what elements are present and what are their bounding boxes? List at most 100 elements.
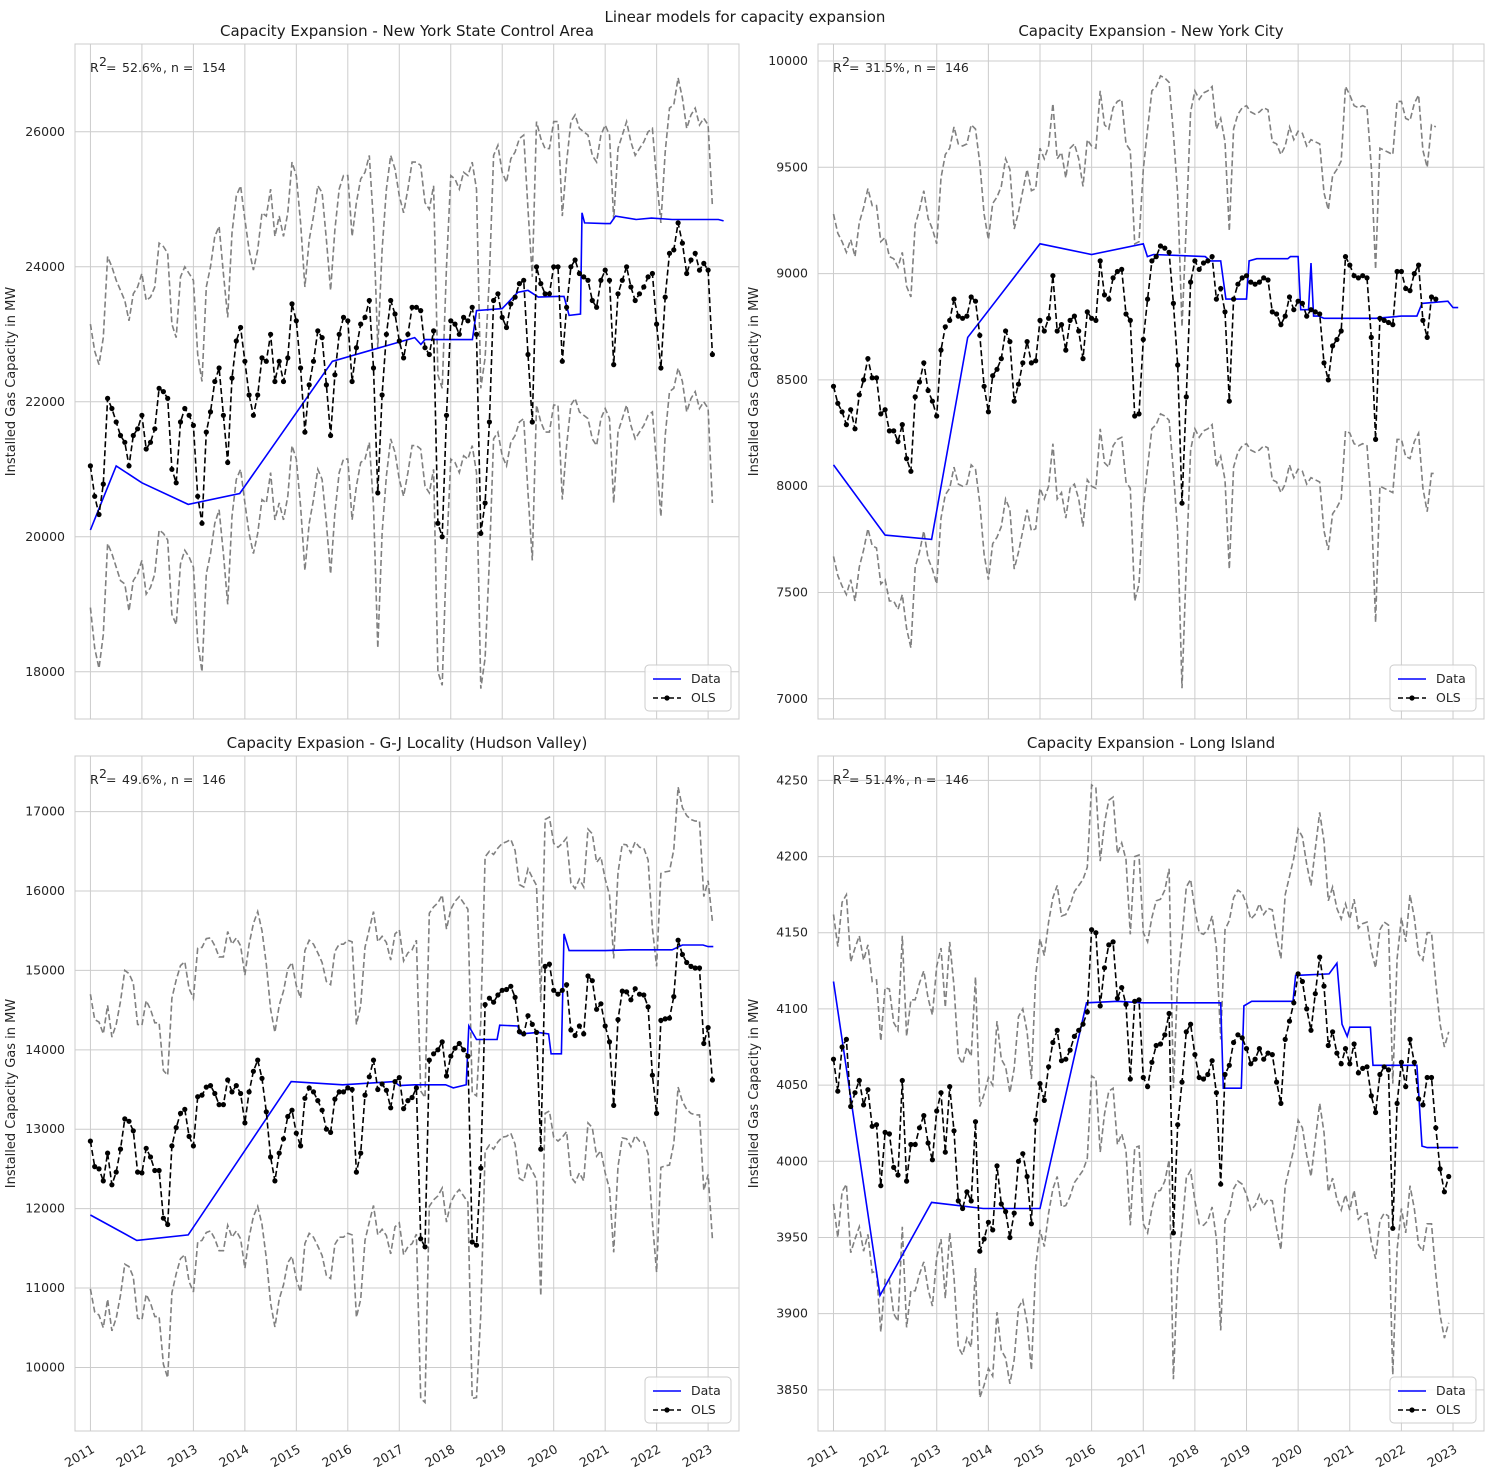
ols-point: [413, 1085, 419, 1091]
ols-point: [310, 358, 317, 364]
ols-point: [439, 1039, 445, 1045]
x-tick-label: 2021: [1321, 1441, 1356, 1470]
ols-point: [1205, 258, 1211, 264]
ols-point: [581, 1031, 587, 1037]
ols-point: [1046, 315, 1052, 321]
ols-point: [1063, 1056, 1069, 1062]
ols-point: [439, 534, 445, 540]
ols-point: [259, 355, 265, 361]
ols-point: [675, 220, 681, 226]
ols-point: [1420, 1102, 1426, 1108]
ols-point: [345, 1085, 351, 1091]
y-tick-label: 15000: [25, 962, 65, 977]
ols-point: [1007, 1234, 1013, 1241]
subplot: Capacity Expansion - Long Island 3850 3900…: [747, 734, 1485, 1470]
y-tick-label: 10000: [768, 53, 808, 68]
ols-point: [426, 1057, 432, 1063]
r2-label: R: [833, 60, 842, 75]
ols-point: [990, 1227, 996, 1233]
ols-point: [370, 1057, 377, 1063]
ols-point: [852, 426, 858, 432]
n-prefix: , n =: [906, 772, 936, 787]
legend-ols-label: OLS: [691, 690, 716, 705]
ols-point: [1084, 309, 1090, 315]
ols-point: [1183, 1029, 1189, 1035]
ols-point: [701, 1040, 707, 1047]
ols-point: [1325, 1042, 1331, 1049]
ols-point: [1243, 1046, 1250, 1052]
chart-title: Capacity Expansion - New York State Cont…: [220, 22, 594, 40]
plot-area: [830, 783, 1459, 1398]
ols-point: [960, 315, 966, 321]
x-tick-label: 2013: [908, 1441, 943, 1470]
ols-point: [452, 321, 458, 327]
ols-point: [645, 274, 651, 280]
legend-data-label: Data: [1436, 671, 1466, 686]
ols-point: [1433, 296, 1439, 302]
grid: [818, 44, 1484, 719]
ols-point: [1041, 328, 1047, 334]
ols-point: [1398, 1059, 1404, 1065]
y-tick-label: 14000: [25, 1042, 65, 1057]
y-tick-label: 7500: [776, 585, 808, 600]
ols-point: [1231, 296, 1237, 302]
ols-point: [495, 992, 501, 998]
ols-point: [1106, 296, 1112, 302]
ols-point: [942, 1149, 948, 1155]
ols-point: [1127, 1076, 1133, 1082]
ols-point: [981, 383, 987, 389]
n-value: 146: [945, 772, 969, 787]
ols-point: [465, 318, 471, 324]
ols-point: [413, 304, 419, 310]
ols-point: [856, 392, 862, 398]
ols-point: [585, 973, 591, 979]
ols-point: [1127, 317, 1133, 323]
ols-point: [216, 1102, 222, 1108]
ols-point: [1424, 334, 1430, 340]
ols-point: [848, 1103, 854, 1110]
ols-point: [1291, 1000, 1297, 1006]
ols-point: [705, 267, 711, 273]
ols-point: [388, 297, 394, 304]
ols-point: [947, 1084, 953, 1090]
ols-series-line: [89, 939, 714, 1250]
ols-point: [688, 963, 694, 970]
ols-point: [495, 291, 501, 297]
ols-point: [285, 1113, 291, 1120]
ols-point: [298, 365, 304, 371]
ols-point: [1162, 245, 1168, 251]
ols-point: [628, 997, 634, 1003]
x-tick-label: 2020: [525, 1441, 560, 1470]
ols-point: [182, 1106, 188, 1112]
ols-point: [1390, 1225, 1396, 1231]
ols-point: [1119, 266, 1125, 272]
ols-point: [912, 394, 918, 400]
ols-point: [1416, 262, 1422, 268]
ols-point: [696, 965, 703, 971]
ols-point: [268, 1154, 274, 1160]
ols-point: [960, 1205, 966, 1212]
ols-point: [1252, 1056, 1258, 1062]
ols-point: [916, 1125, 923, 1131]
ols-point: [117, 432, 124, 439]
grid: [75, 44, 739, 719]
ols-point: [843, 1036, 850, 1042]
ols-point: [512, 994, 518, 1001]
upper-prediction-interval: [89, 786, 714, 1101]
grid: [75, 756, 739, 1431]
ols-point: [1054, 1027, 1060, 1033]
upper-prediction-interval: [832, 74, 1437, 327]
ols-point: [662, 294, 668, 300]
ols-point: [1235, 281, 1241, 287]
ols-point: [0, 328, 3, 333]
ols-point: [878, 411, 884, 417]
ols-point: [830, 1056, 837, 1062]
ols-point: [1200, 260, 1207, 266]
ols-point: [1403, 1084, 1409, 1090]
chart-title: Capacity Expasion - G-J Locality (Hudson…: [227, 734, 588, 752]
ols-point: [1312, 309, 1318, 315]
r2-value: 52.6%: [122, 60, 162, 75]
ols-point: [985, 1219, 992, 1225]
ols-point: [87, 1138, 93, 1144]
